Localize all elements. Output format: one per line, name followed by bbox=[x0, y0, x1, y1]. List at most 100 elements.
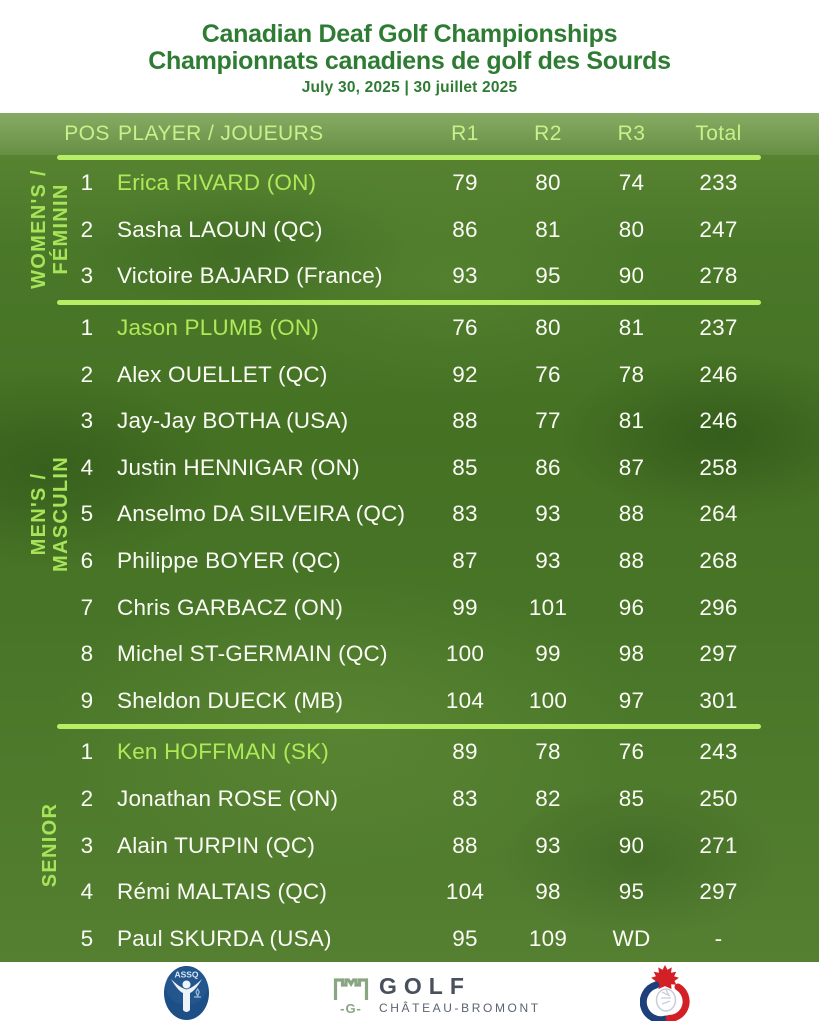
r1-cell: 89 bbox=[452, 739, 478, 765]
r2-cell: 80 bbox=[535, 315, 561, 341]
player-cell: Alain TURPIN (QC) bbox=[117, 832, 316, 858]
pos-cell: 8 bbox=[80, 641, 94, 667]
r1-cell: 92 bbox=[452, 361, 478, 387]
table-row: 6 Philippe BOYER (QC) 87 93 88 268 bbox=[0, 538, 819, 585]
golf-wordmark: GOLF bbox=[379, 973, 471, 999]
table-row: 1 Erica RIVARD (ON) 79 80 74 233 bbox=[0, 160, 819, 207]
r3-cell: 74 bbox=[618, 170, 645, 196]
r2-cell: 98 bbox=[535, 879, 561, 905]
section-label-mens: MEN'S / MASCULIN bbox=[28, 455, 72, 572]
total-cell: 246 bbox=[699, 361, 738, 387]
assq-figure-icon: ASSQ bbox=[164, 966, 209, 1020]
r1-cell: 104 bbox=[445, 879, 485, 905]
r3-cell: 95 bbox=[618, 879, 645, 905]
section-divider bbox=[57, 299, 761, 305]
page-title-en: Canadian Deaf Golf Championships bbox=[201, 20, 618, 48]
footer: ASSQ -G- GOLF CHÂTEAU-BROMONT bbox=[0, 962, 819, 1024]
header: Canadian Deaf Golf Championships Champio… bbox=[0, 0, 819, 113]
player-cell: Anselmo DA SILVEIRA (QC) bbox=[117, 501, 406, 527]
section-mens: MEN'S / MASCULIN 1 Jason PLUMB (ON) 76 80 81 23… bbox=[0, 299, 819, 724]
r2-cell: 80 bbox=[535, 170, 561, 196]
total-cell: 297 bbox=[699, 879, 738, 905]
pos-cell: 9 bbox=[80, 687, 94, 713]
section-rows: 1 Jason PLUMB (ON) 76 80 81 237 2 Alex OUELLET … bbox=[0, 305, 819, 724]
r1-cell: 85 bbox=[452, 454, 478, 480]
r2-cell: 93 bbox=[535, 548, 561, 574]
player-cell: Sheldon DUECK (MB) bbox=[117, 687, 344, 713]
r3-cell: 98 bbox=[618, 641, 645, 667]
pos-cell: 2 bbox=[80, 361, 94, 387]
golf-text-column: GOLF CHÂTEAU-BROMONT bbox=[379, 973, 541, 1016]
table-row: 3 Alain TURPIN (QC) 88 93 90 271 bbox=[0, 822, 819, 869]
maple-leaf-icon bbox=[639, 965, 690, 1024]
section-divider bbox=[57, 155, 761, 160]
total-cell: 246 bbox=[699, 408, 738, 434]
castle-column: -G- bbox=[332, 975, 370, 1016]
section-divider bbox=[57, 724, 761, 730]
r1-cell: 93 bbox=[452, 263, 478, 289]
r1-cell: 87 bbox=[452, 548, 478, 574]
r3-cell: 78 bbox=[618, 361, 645, 387]
r2-cell: 95 bbox=[535, 263, 561, 289]
assq-logo: ASSQ bbox=[163, 965, 210, 1024]
player-cell: Alex OUELLET (QC) bbox=[117, 361, 328, 387]
pos-cell: 6 bbox=[80, 548, 94, 574]
g-mark-label: -G- bbox=[340, 1001, 362, 1016]
total-cell: 237 bbox=[699, 315, 738, 341]
r2-cell: 82 bbox=[535, 786, 561, 812]
total-cell: 271 bbox=[699, 832, 738, 858]
table-row: 4 Rémi MALTAIS (QC) 104 98 95 297 bbox=[0, 869, 819, 916]
page-title-fr: Championnats canadiens de golf des Sourd… bbox=[148, 47, 671, 75]
pos-cell: 1 bbox=[80, 170, 94, 196]
player-cell: Erica RIVARD (ON) bbox=[117, 170, 317, 196]
pos-cell: 4 bbox=[80, 454, 94, 480]
r1-cell: 83 bbox=[452, 501, 478, 527]
column-header-r2: R2 bbox=[534, 122, 562, 145]
r1-cell: 95 bbox=[452, 925, 478, 951]
r3-cell: 88 bbox=[618, 548, 645, 574]
r1-cell: 79 bbox=[452, 170, 478, 196]
r2-cell: 86 bbox=[535, 454, 561, 480]
section-label-senior: SENIOR bbox=[39, 802, 61, 888]
player-cell: Michel ST-GERMAIN (QC) bbox=[117, 641, 388, 667]
pos-cell: 5 bbox=[80, 925, 94, 951]
section-rows: 1 Erica RIVARD (ON) 79 80 74 233 2 Sasha LAOUN … bbox=[0, 160, 819, 300]
pos-cell: 3 bbox=[80, 408, 94, 434]
pos-cell: 3 bbox=[80, 263, 94, 289]
chateau-bromont-label: CHÂTEAU-BROMONT bbox=[379, 1001, 541, 1015]
table-row: 5 Paul SKURDA (USA) 95 109 WD - bbox=[0, 916, 819, 963]
r1-cell: 86 bbox=[452, 216, 478, 242]
r2-cell: 100 bbox=[528, 687, 568, 713]
column-header-player: PLAYER / JOUEURS bbox=[118, 122, 324, 145]
table-row: 1 Jason PLUMB (ON) 76 80 81 237 bbox=[0, 305, 819, 352]
total-cell: 278 bbox=[699, 263, 738, 289]
player-cell: Philippe BOYER (QC) bbox=[117, 548, 341, 574]
r1-cell: 88 bbox=[452, 832, 478, 858]
table-row: 9 Sheldon DUECK (MB) 104 100 97 301 bbox=[0, 678, 819, 725]
r3-cell: 76 bbox=[618, 739, 645, 765]
r3-cell: 96 bbox=[618, 594, 645, 620]
total-cell: - bbox=[714, 925, 723, 951]
r3-cell: 90 bbox=[618, 832, 645, 858]
r3-cell: 81 bbox=[618, 408, 645, 434]
player-cell: Jonathan ROSE (ON) bbox=[117, 786, 339, 812]
total-cell: 301 bbox=[699, 687, 738, 713]
castle-icon bbox=[333, 978, 369, 1000]
table-row: 3 Jay-Jay BOTHA (USA) 88 77 81 246 bbox=[0, 398, 819, 445]
r2-cell: 109 bbox=[528, 925, 568, 951]
column-header-pos: POS bbox=[64, 122, 110, 145]
total-cell: 243 bbox=[699, 739, 738, 765]
table-row: 2 Jonathan ROSE (ON) 83 82 85 250 bbox=[0, 776, 819, 823]
event-date: July 30, 2025 | 30 juillet 2025 bbox=[301, 79, 518, 96]
player-cell: Jason PLUMB (ON) bbox=[117, 315, 319, 341]
pos-cell: 1 bbox=[80, 315, 94, 341]
r3-cell: 87 bbox=[618, 454, 645, 480]
r3-cell: 80 bbox=[618, 216, 645, 242]
player-cell: Justin HENNIGAR (ON) bbox=[117, 454, 360, 480]
player-cell: Victoire BAJARD (France) bbox=[117, 263, 383, 289]
total-cell: 250 bbox=[699, 786, 738, 812]
r2-cell: 93 bbox=[535, 832, 561, 858]
r3-cell: 90 bbox=[618, 263, 645, 289]
r3-cell: WD bbox=[612, 925, 651, 951]
